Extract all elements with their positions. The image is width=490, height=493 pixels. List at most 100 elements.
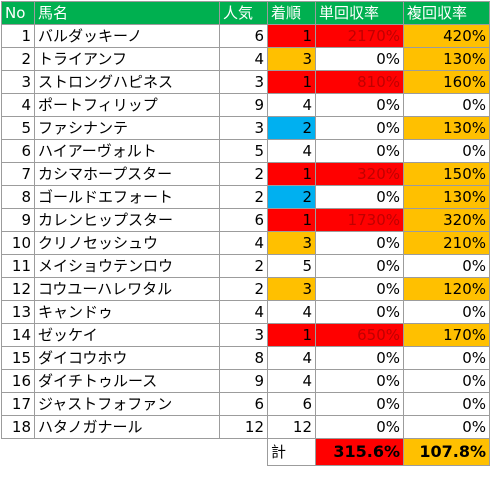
horse-name-cell[interactable]: カレンヒップスター — [34, 208, 220, 232]
rank-cell[interactable]: 1 — [267, 162, 316, 186]
place-return-cell[interactable]: 170% — [403, 323, 490, 347]
win-return-cell[interactable]: 0% — [315, 185, 404, 209]
header-place-return[interactable]: 複回収率 — [403, 1, 490, 25]
horse-name-cell[interactable]: ファシナンテ — [34, 116, 220, 140]
place-return-cell[interactable]: 130% — [403, 47, 490, 71]
popularity-cell[interactable]: 3 — [219, 323, 268, 347]
place-return-cell[interactable]: 420% — [403, 24, 490, 48]
row-no-cell[interactable]: 17 — [1, 392, 35, 416]
row-no-cell[interactable]: 1 — [1, 24, 35, 48]
horse-name-cell[interactable]: ハイアーヴォルト — [34, 139, 220, 163]
rank-cell[interactable]: 3 — [267, 277, 316, 301]
row-no-cell[interactable]: 2 — [1, 47, 35, 71]
total-label[interactable]: 計 — [267, 438, 316, 466]
row-no-cell[interactable]: 18 — [1, 415, 35, 439]
horse-name-cell[interactable]: クリノセッシュウ — [34, 231, 220, 255]
row-no-cell[interactable]: 16 — [1, 369, 35, 393]
horse-name-cell[interactable]: キャンドゥ — [34, 300, 220, 324]
win-return-cell[interactable]: 0% — [315, 369, 404, 393]
place-return-cell[interactable]: 160% — [403, 70, 490, 94]
rank-cell[interactable]: 3 — [267, 47, 316, 71]
row-no-cell[interactable]: 9 — [1, 208, 35, 232]
row-no-cell[interactable]: 4 — [1, 93, 35, 117]
horse-name-cell[interactable]: メイショウテンロウ — [34, 254, 220, 278]
rank-cell[interactable]: 4 — [267, 300, 316, 324]
win-return-cell[interactable]: 0% — [315, 277, 404, 301]
row-no-cell[interactable]: 12 — [1, 277, 35, 301]
rank-cell[interactable]: 2 — [267, 185, 316, 209]
place-return-cell[interactable]: 0% — [403, 93, 490, 117]
win-return-cell[interactable]: 320% — [315, 162, 404, 186]
total-place-return[interactable]: 107.8% — [403, 438, 490, 466]
place-return-cell[interactable]: 130% — [403, 185, 490, 209]
header-win-return[interactable]: 単回収率 — [315, 1, 404, 25]
rank-cell[interactable]: 1 — [267, 70, 316, 94]
rank-cell[interactable]: 6 — [267, 392, 316, 416]
place-return-cell[interactable]: 0% — [403, 392, 490, 416]
horse-name-cell[interactable]: ハタノガナール — [34, 415, 220, 439]
popularity-cell[interactable]: 6 — [219, 392, 268, 416]
popularity-cell[interactable]: 9 — [219, 93, 268, 117]
horse-name-cell[interactable]: カシマホープスター — [34, 162, 220, 186]
rank-cell[interactable]: 4 — [267, 139, 316, 163]
total-win-return[interactable]: 315.6% — [315, 438, 404, 466]
win-return-cell[interactable]: 0% — [315, 47, 404, 71]
row-no-cell[interactable]: 6 — [1, 139, 35, 163]
rank-cell[interactable]: 4 — [267, 346, 316, 370]
horse-name-cell[interactable]: ジャストフォファン — [34, 392, 220, 416]
header-no[interactable]: No — [1, 1, 35, 25]
place-return-cell[interactable]: 0% — [403, 300, 490, 324]
row-no-cell[interactable]: 8 — [1, 185, 35, 209]
horse-name-cell[interactable]: ダイコウホウ — [34, 346, 220, 370]
header-name[interactable]: 馬名 — [34, 1, 220, 25]
popularity-cell[interactable]: 6 — [219, 208, 268, 232]
win-return-cell[interactable]: 0% — [315, 392, 404, 416]
popularity-cell[interactable]: 2 — [219, 254, 268, 278]
row-no-cell[interactable]: 14 — [1, 323, 35, 347]
rank-cell[interactable]: 12 — [267, 415, 316, 439]
row-no-cell[interactable]: 5 — [1, 116, 35, 140]
popularity-cell[interactable]: 4 — [219, 47, 268, 71]
row-no-cell[interactable]: 3 — [1, 70, 35, 94]
popularity-cell[interactable]: 8 — [219, 346, 268, 370]
win-return-cell[interactable]: 0% — [315, 231, 404, 255]
place-return-cell[interactable]: 0% — [403, 254, 490, 278]
row-no-cell[interactable]: 10 — [1, 231, 35, 255]
popularity-cell[interactable]: 5 — [219, 139, 268, 163]
win-return-cell[interactable]: 650% — [315, 323, 404, 347]
popularity-cell[interactable]: 2 — [219, 277, 268, 301]
popularity-cell[interactable]: 12 — [219, 415, 268, 439]
place-return-cell[interactable]: 320% — [403, 208, 490, 232]
horse-name-cell[interactable]: ゴールドエフォート — [34, 185, 220, 209]
place-return-cell[interactable]: 0% — [403, 346, 490, 370]
popularity-cell[interactable]: 4 — [219, 231, 268, 255]
horse-name-cell[interactable]: バルダッキーノ — [34, 24, 220, 48]
rank-cell[interactable]: 5 — [267, 254, 316, 278]
horse-name-cell[interactable]: コウユーハレワタル — [34, 277, 220, 301]
win-return-cell[interactable]: 0% — [315, 300, 404, 324]
win-return-cell[interactable]: 2170% — [315, 24, 404, 48]
popularity-cell[interactable]: 9 — [219, 369, 268, 393]
win-return-cell[interactable]: 1730% — [315, 208, 404, 232]
row-no-cell[interactable]: 11 — [1, 254, 35, 278]
rank-cell[interactable]: 4 — [267, 93, 316, 117]
popularity-cell[interactable]: 2 — [219, 185, 268, 209]
win-return-cell[interactable]: 0% — [315, 116, 404, 140]
popularity-cell[interactable]: 3 — [219, 116, 268, 140]
place-return-cell[interactable]: 120% — [403, 277, 490, 301]
win-return-cell[interactable]: 0% — [315, 139, 404, 163]
place-return-cell[interactable]: 210% — [403, 231, 490, 255]
win-return-cell[interactable]: 0% — [315, 346, 404, 370]
place-return-cell[interactable]: 130% — [403, 116, 490, 140]
place-return-cell[interactable]: 0% — [403, 415, 490, 439]
horse-name-cell[interactable]: ストロングハピネス — [34, 70, 220, 94]
rank-cell[interactable]: 1 — [267, 208, 316, 232]
horse-name-cell[interactable]: ダイチトゥルース — [34, 369, 220, 393]
header-rank[interactable]: 着順 — [267, 1, 316, 25]
win-return-cell[interactable]: 0% — [315, 415, 404, 439]
header-popularity[interactable]: 人気 — [219, 1, 268, 25]
horse-name-cell[interactable]: ポートフィリップ — [34, 93, 220, 117]
row-no-cell[interactable]: 7 — [1, 162, 35, 186]
horse-name-cell[interactable]: トライアンフ — [34, 47, 220, 71]
rank-cell[interactable]: 1 — [267, 323, 316, 347]
